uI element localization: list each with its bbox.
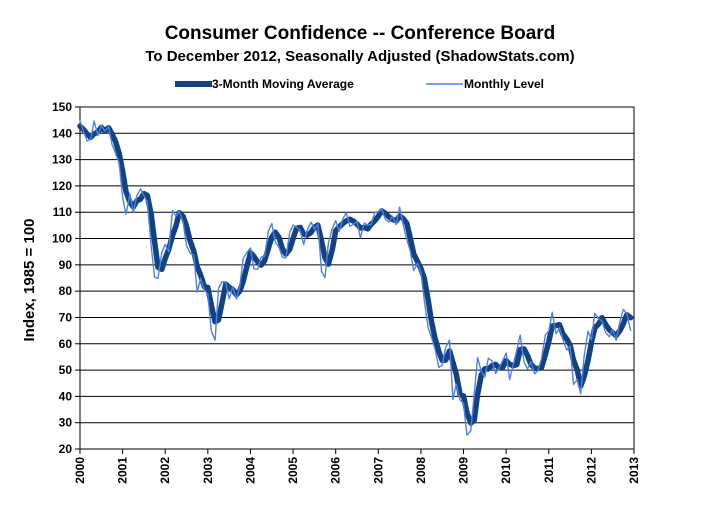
x-tick-label-2007: 2007	[371, 457, 385, 484]
x-tick-label-2012: 2012	[584, 457, 598, 484]
series-layer	[77, 120, 634, 436]
y-tick-label-90: 90	[59, 258, 73, 272]
x-tick-label-2009: 2009	[457, 457, 471, 484]
chart-subtitle: To December 2012, Seasonally Adjusted (S…	[145, 48, 574, 65]
y-tick-label-100: 100	[52, 232, 72, 246]
y-axis-label: Index, 1985 = 100	[21, 218, 38, 341]
x-tick-label-2004: 2004	[243, 457, 257, 484]
chart-title: Consumer Confidence -- Conference Board	[165, 23, 556, 44]
x-axis-ticks: 2000 2001 2002 2003 2004 2005 2006 2007 2008 2009…	[73, 449, 641, 484]
y-tick-label-110: 110	[53, 205, 73, 219]
y-tick-label-20: 20	[59, 442, 73, 456]
x-tick-label-2005: 2005	[286, 457, 300, 484]
legend-label-moving-average: 3-Month Moving Average	[212, 77, 354, 91]
x-tick-label-2013: 2013	[627, 457, 641, 484]
y-tick-label-50: 50	[59, 363, 73, 377]
y-tick-label-120: 120	[52, 179, 72, 193]
x-tick-label-2001: 2001	[116, 457, 130, 484]
x-tick-label-2003: 2003	[201, 457, 215, 484]
y-tick-label-80: 80	[59, 284, 73, 298]
legend: 3-Month Moving Average Monthly Level	[175, 77, 544, 91]
y-tick-label-150: 150	[52, 100, 72, 114]
x-tick-label-2002: 2002	[158, 457, 172, 484]
y-tick-label-40: 40	[59, 389, 73, 403]
y-tick-label-30: 30	[59, 416, 73, 430]
x-tick-label-2006: 2006	[329, 457, 343, 484]
y-tick-label-60: 60	[59, 337, 73, 351]
plot-area-border	[79, 106, 635, 450]
series-line-monthly-level	[79, 120, 632, 436]
y-tick-label-140: 140	[52, 126, 72, 140]
x-tick-label-2011: 2011	[542, 457, 556, 483]
x-tick-label-2000: 2000	[73, 457, 87, 484]
series-line-moving-average	[77, 123, 634, 426]
y-axis-ticks: 20 30 40 50 60 70 80 90 100 110 120 130 140 150	[52, 100, 80, 456]
y-tick-label-70: 70	[59, 310, 73, 324]
x-tick-label-2008: 2008	[414, 457, 428, 484]
legend-label-monthly-level: Monthly Level	[464, 77, 544, 91]
gridlines	[80, 106, 634, 450]
y-tick-label-130: 130	[52, 153, 72, 167]
x-tick-label-2010: 2010	[499, 457, 513, 484]
